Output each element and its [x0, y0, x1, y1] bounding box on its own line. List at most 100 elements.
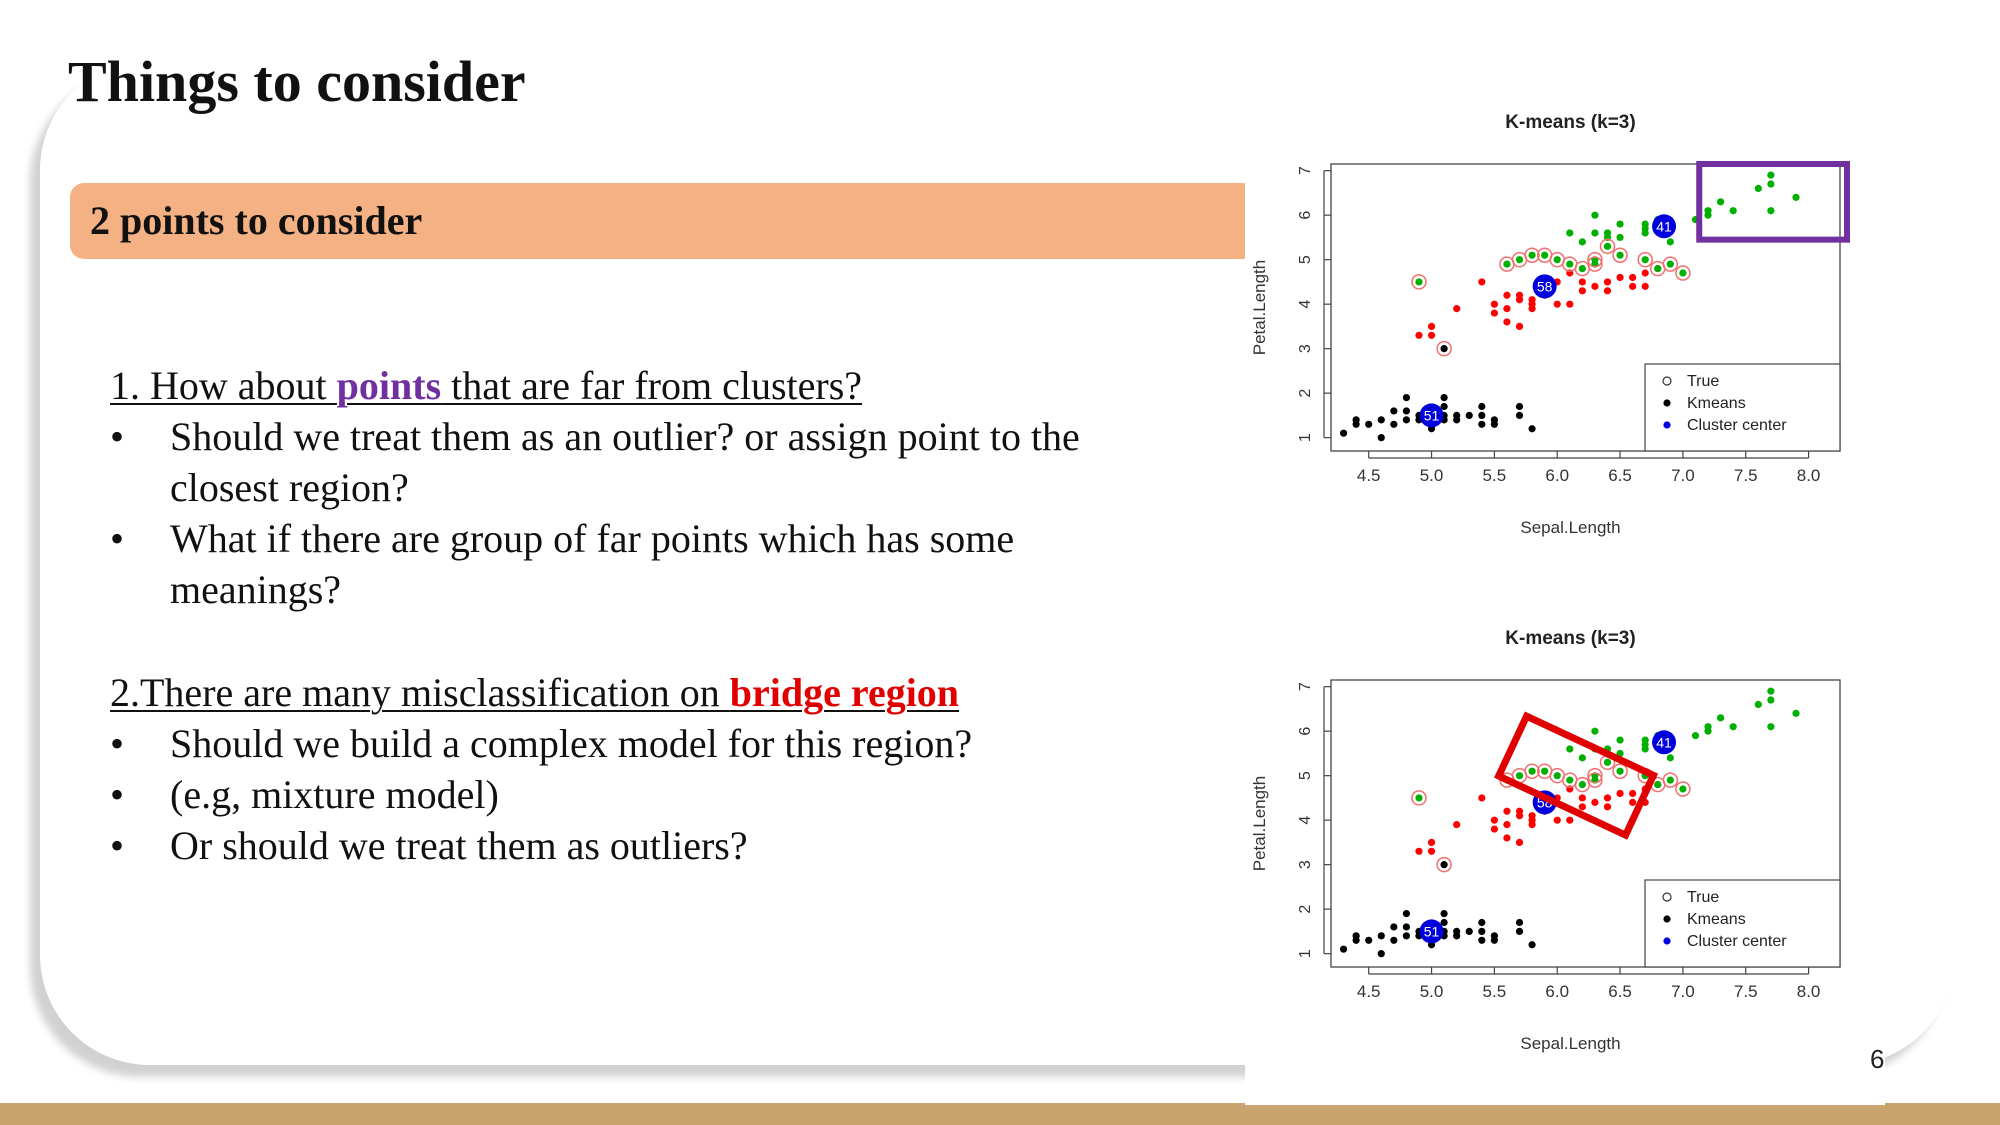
data-point: [1415, 794, 1423, 802]
bullet-item: • Or should we treat them as outliers?: [110, 820, 1180, 871]
data-point: [1666, 776, 1674, 784]
data-point: [1578, 754, 1586, 762]
data-point: [1515, 918, 1524, 927]
true-label-ring: [1436, 340, 1452, 357]
data-point: [1717, 714, 1725, 722]
data-point: [1440, 394, 1448, 402]
data-point: [1553, 772, 1561, 780]
x-tick-label: 6.0: [1545, 982, 1569, 1001]
data-point: [1591, 798, 1599, 806]
data-point: [1704, 723, 1712, 731]
data-point: [1729, 723, 1737, 731]
bullet-item: • What if there are group of far points w…: [110, 513, 1180, 615]
y-tick-label: 6: [1297, 211, 1314, 220]
data-point: [1578, 803, 1586, 811]
data-point: [1666, 260, 1674, 268]
data-point: [1478, 936, 1486, 944]
data-point: [1478, 927, 1486, 936]
question-1-bullets: • Should we treat them as an outlier? or …: [110, 411, 1180, 615]
data-point: [1566, 260, 1574, 268]
data-point: [1390, 420, 1398, 428]
y-tick-label: 5: [1297, 255, 1314, 264]
data-point: [1390, 407, 1398, 415]
data-point: [1352, 936, 1360, 944]
legend-label: Cluster center: [1687, 933, 1787, 950]
question-1-highlight: points: [336, 363, 442, 408]
x-tick-label: 8.0: [1797, 466, 1821, 485]
true-label-ring: [1411, 790, 1427, 806]
data-point: [1792, 193, 1800, 201]
true-label-ring: [1587, 772, 1603, 788]
cluster-center-label: 58: [1537, 278, 1553, 294]
data-point: [1440, 918, 1448, 927]
data-point: [1767, 696, 1775, 704]
true-label-ring: [1675, 265, 1691, 281]
data-point: [1490, 309, 1498, 317]
bullet-text: What if there are group of far points wh…: [170, 516, 1015, 612]
data-point: [1528, 767, 1536, 775]
cluster-center: [1532, 274, 1557, 299]
page-number: 6: [1870, 1044, 1885, 1074]
data-point: [1704, 207, 1712, 215]
x-axis-label: Sepal.Length: [1520, 518, 1620, 537]
legend-label: Kmeans: [1687, 395, 1746, 412]
x-tick-label: 7.0: [1671, 982, 1695, 1001]
data-point: [1490, 420, 1498, 428]
data-point: [1641, 740, 1649, 749]
y-tick-label: 1: [1297, 433, 1314, 442]
data-point: [1440, 402, 1448, 411]
question-2-bullets: • Should we build a complex model for thi…: [110, 718, 1180, 871]
legend-symbol: [1663, 399, 1671, 407]
data-point: [1591, 282, 1599, 290]
data-point: [1478, 420, 1486, 428]
data-point: [1453, 932, 1461, 940]
bridge-region-highlight-box: [1494, 711, 1659, 840]
data-point: [1478, 411, 1486, 420]
true-label-ring: [1524, 247, 1540, 263]
true-label-ring: [1411, 274, 1427, 290]
bullet-dot: •: [110, 516, 125, 561]
data-point: [1616, 220, 1624, 228]
question-1-prefix: 1. How about: [110, 363, 337, 408]
x-tick-label: 8.0: [1797, 982, 1821, 1001]
data-point: [1666, 238, 1674, 246]
data-point: [1553, 816, 1561, 824]
x-tick-label: 6.5: [1608, 982, 1632, 1001]
data-point: [1591, 727, 1599, 735]
data-point: [1402, 416, 1411, 424]
data-point: [1603, 758, 1612, 766]
legend-symbol: [1663, 915, 1671, 923]
x-tick-label: 7.5: [1734, 982, 1758, 1001]
bullet-text: Should we treat them as an outlier? or a…: [170, 414, 1080, 510]
bullet-item: • Should we treat them as an outlier? or …: [110, 411, 1180, 513]
x-tick-label: 6.5: [1608, 466, 1632, 485]
data-point: [1629, 282, 1637, 290]
true-label-ring: [1587, 256, 1603, 272]
x-tick-label: 7.0: [1671, 466, 1695, 485]
x-tick-label: 6.0: [1545, 466, 1569, 485]
data-point: [1729, 207, 1737, 215]
plot-frame: [1330, 679, 1841, 968]
question-2-highlight: bridge region: [729, 670, 960, 715]
data-point: [1515, 296, 1524, 304]
question-1-suffix: that are far from clusters?: [441, 363, 863, 408]
bullet-item: • Should we build a complex model for thi…: [110, 718, 1180, 769]
cluster-center-label: 41: [1656, 218, 1672, 234]
y-tick-label: 7: [1297, 166, 1314, 175]
data-point: [1641, 224, 1649, 233]
data-point: [1402, 407, 1411, 415]
data-point: [1415, 847, 1423, 855]
legend-symbol: [1663, 421, 1671, 429]
data-point: [1767, 207, 1775, 215]
data-point: [1503, 821, 1511, 829]
data-point: [1566, 229, 1574, 237]
data-point: [1578, 287, 1586, 295]
data-point: [1566, 816, 1574, 824]
charts-panel: K-means (k=3) 4.5 5.0 5.5 6.0 6.5 7.0 7.5 8.0 1 2 3…: [1245, 100, 1885, 1105]
data-point: [1578, 264, 1586, 273]
x-tick-label: 4.5: [1357, 982, 1381, 1001]
data-point: [1629, 798, 1637, 806]
data-point: [1603, 287, 1612, 295]
x-tick-label: 5.0: [1420, 466, 1444, 485]
data-point: [1402, 932, 1411, 940]
